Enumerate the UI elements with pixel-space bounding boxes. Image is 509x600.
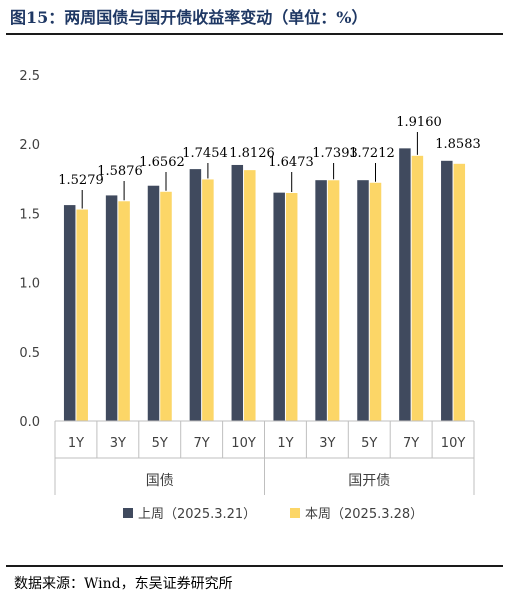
data-label: 1.5279 bbox=[58, 173, 104, 188]
data-label: 1.6473 bbox=[268, 155, 314, 170]
y-tick-label: 0.0 bbox=[19, 415, 40, 430]
yield-bar-chart: 0.0 0.5 1.0 1.5 2.0 2.5 1Y 3Y 5Y 7Y 10Y 国债 1Y 3Y 5Y 7Y… bbox=[19, 69, 481, 522]
x-tick-label: 3Y bbox=[319, 436, 335, 451]
x-axis: 1Y 3Y 5Y 7Y 10Y 国债 1Y 3Y 5Y 7Y 10Y 国开债 bbox=[54, 420, 475, 495]
bottom-divider bbox=[6, 565, 503, 567]
x-tick-label: 3Y bbox=[110, 436, 126, 451]
bar-prev-week bbox=[147, 185, 160, 421]
bar-this-week bbox=[327, 180, 340, 421]
data-label: 1.7212 bbox=[349, 146, 395, 161]
top-divider bbox=[6, 33, 503, 35]
chart-title: 图15：两周国债与国开债收益率变动（单位：%） bbox=[10, 8, 368, 27]
data-label: 1.9160 bbox=[396, 115, 442, 130]
legend-swatch-prev-week bbox=[123, 508, 133, 518]
data-label: 1.7393 bbox=[312, 146, 358, 161]
group-label: 国债 bbox=[146, 473, 174, 489]
bar-this-week bbox=[411, 155, 424, 421]
bar-prev-week bbox=[273, 192, 285, 421]
y-tick-label: 1.0 bbox=[19, 277, 40, 292]
data-label: 1.8583 bbox=[435, 137, 481, 152]
x-tick-label: 5Y bbox=[152, 436, 168, 451]
bar-this-week bbox=[202, 179, 214, 421]
y-tick-label: 0.5 bbox=[19, 346, 40, 361]
bar-prev-week bbox=[399, 148, 411, 422]
x-tick-label: 5Y bbox=[361, 436, 377, 451]
data-label: 1.8126 bbox=[229, 146, 275, 161]
data-label: 1.6562 bbox=[139, 155, 185, 170]
bar-prev-week bbox=[315, 180, 327, 421]
x-tick-label: 10Y bbox=[441, 436, 466, 451]
bar-this-week bbox=[76, 209, 88, 421]
data-label: 1.5876 bbox=[97, 164, 143, 179]
x-tick-label: 1Y bbox=[277, 436, 293, 451]
data-label: 1.7454 bbox=[182, 146, 228, 161]
bar-this-week bbox=[244, 170, 256, 421]
x-tick-label: 10Y bbox=[231, 436, 256, 451]
y-axis-ticks: 0.0 0.5 1.0 1.5 2.0 2.5 bbox=[19, 69, 40, 430]
group-label: 国开债 bbox=[348, 473, 390, 489]
bar-this-week bbox=[369, 182, 382, 421]
bar-prev-week bbox=[63, 205, 76, 421]
legend: 上周（2025.3.21） 本周（2025.3.28） bbox=[123, 507, 423, 522]
bar-this-week bbox=[118, 201, 130, 421]
bars bbox=[63, 148, 466, 422]
bar-this-week bbox=[453, 163, 466, 421]
bar-prev-week bbox=[105, 195, 118, 421]
bar-prev-week bbox=[357, 180, 369, 421]
y-tick-label: 1.5 bbox=[19, 207, 40, 222]
x-tick-label: 7Y bbox=[403, 436, 419, 451]
bar-prev-week bbox=[441, 160, 453, 422]
bar-this-week bbox=[285, 193, 298, 421]
source-note: 数据来源：Wind，东吴证券研究所 bbox=[14, 576, 233, 592]
x-tick-label: 1Y bbox=[68, 436, 84, 451]
x-tick-label: 7Y bbox=[194, 436, 210, 451]
bar-prev-week bbox=[231, 164, 244, 421]
bar-this-week bbox=[160, 191, 172, 421]
y-tick-label: 2.5 bbox=[19, 69, 40, 84]
bar-prev-week bbox=[189, 169, 202, 421]
y-tick-label: 2.0 bbox=[19, 138, 40, 153]
legend-label-prev-week: 上周（2025.3.21） bbox=[138, 507, 256, 522]
legend-swatch-this-week bbox=[290, 508, 300, 518]
legend-label-this-week: 本周（2025.3.28） bbox=[305, 507, 423, 522]
